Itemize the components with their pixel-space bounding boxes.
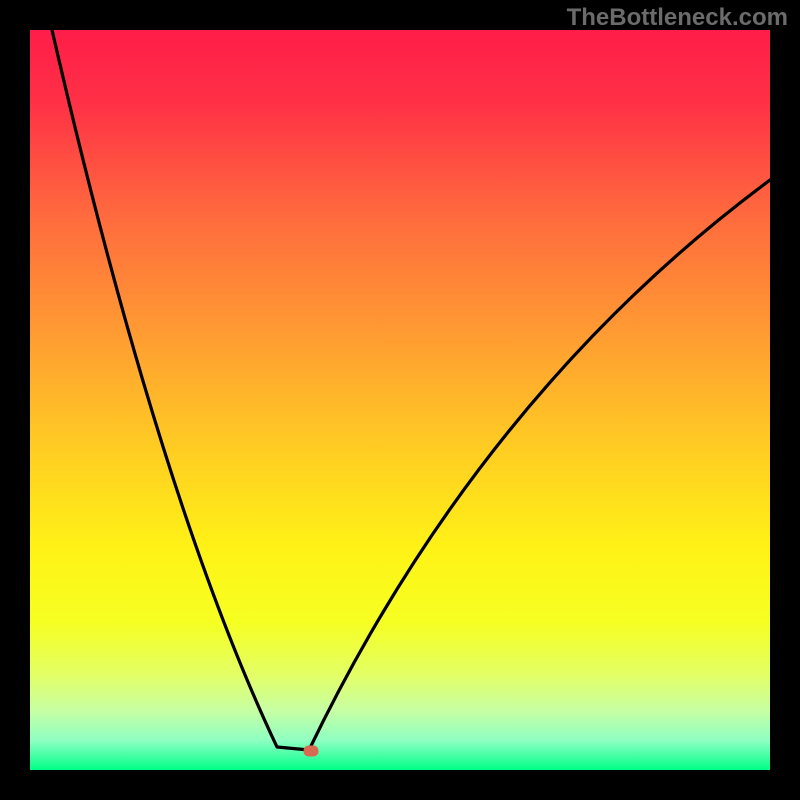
watermark-text: TheBottleneck.com <box>567 4 788 32</box>
chart-container: TheBottleneck.com <box>0 0 800 800</box>
optimum-marker <box>304 746 319 757</box>
bottleneck-chart-svg <box>0 0 800 800</box>
plot-area <box>30 30 770 770</box>
